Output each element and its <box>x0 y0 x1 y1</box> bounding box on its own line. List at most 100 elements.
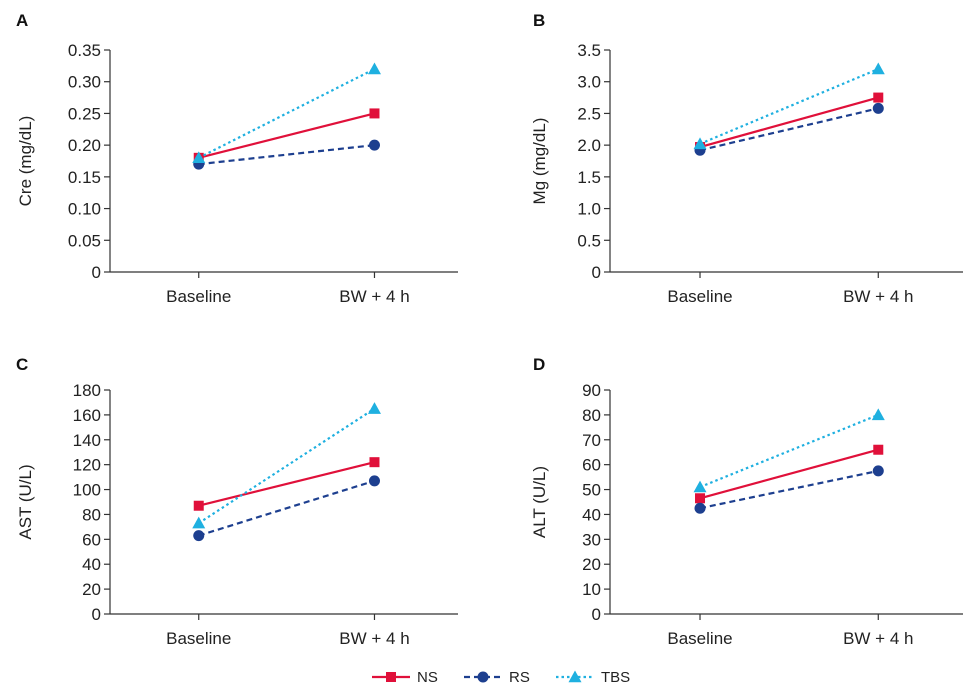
y-tick-label: 2.0 <box>577 136 601 155</box>
y-tick-label: 0.25 <box>68 104 101 123</box>
data-point-rs <box>872 102 884 114</box>
y-tick-label: 80 <box>582 406 601 425</box>
legend-item-rs: RS <box>464 669 530 686</box>
y-tick-label: 0.05 <box>68 231 101 250</box>
data-point-rs <box>368 475 380 487</box>
series-line-rs <box>198 479 375 537</box>
y-tick-label: 10 <box>582 580 601 599</box>
y-tick-label: 140 <box>73 431 101 450</box>
x-tick-label: BW + 4 h <box>843 287 913 306</box>
chart-panel-a: A 0 0.05 0.10 0.15 0.20 0.25 0.30 0.35 Baseline BW… <box>16 11 458 306</box>
data-point-ns <box>695 493 706 504</box>
x-tick-label: Baseline <box>667 287 732 306</box>
y-tick-label: 60 <box>582 456 601 475</box>
legend-marker-tbs <box>568 670 582 683</box>
y-tick-label: 20 <box>82 580 101 599</box>
data-point-ns <box>369 108 380 119</box>
legend-marker-rs <box>477 671 489 683</box>
data-point-tbs <box>693 480 707 493</box>
legend-label: TBS <box>601 669 630 686</box>
x-tick-label: BW + 4 h <box>339 629 409 648</box>
y-tick-label: 1.0 <box>577 200 601 219</box>
y-tick-label: 80 <box>82 505 101 524</box>
legend-marker-ns <box>386 672 396 682</box>
data-point-ns <box>369 457 380 468</box>
data-point-rs <box>193 530 205 542</box>
y-tick-label: 40 <box>82 555 101 574</box>
data-point-ns <box>873 444 884 455</box>
y-tick-label: 40 <box>582 505 601 524</box>
x-tick-label: Baseline <box>166 629 231 648</box>
y-tick-label: 70 <box>582 431 601 450</box>
y-axis-title: Cre (mg/dL) <box>16 116 35 207</box>
data-point-rs <box>368 139 380 151</box>
series-line-tbs <box>198 68 375 159</box>
series-line-ns <box>699 96 879 149</box>
y-tick-label: 3.5 <box>577 41 601 60</box>
y-tick-label: 0.10 <box>68 200 101 219</box>
series-line-ns <box>699 448 879 500</box>
y-tick-label: 0 <box>92 263 101 282</box>
y-tick-label: 1.5 <box>577 168 601 187</box>
series-line-ns <box>198 461 375 507</box>
legend-item-ns: NS <box>372 669 438 686</box>
y-tick-label: 30 <box>582 530 601 549</box>
data-point-rs <box>694 502 706 514</box>
y-tick-label: 180 <box>73 381 101 400</box>
series-line-ns <box>198 112 375 159</box>
y-tick-label: 60 <box>82 530 101 549</box>
panel-letter: D <box>533 355 545 374</box>
data-point-tbs <box>192 516 206 529</box>
y-tick-label: 0.5 <box>577 231 601 250</box>
y-tick-label: 0 <box>592 263 601 282</box>
data-point-tbs <box>192 151 206 164</box>
y-tick-label: 0.20 <box>68 136 101 155</box>
series-line-tbs <box>198 407 376 525</box>
series-line-rs <box>699 107 879 152</box>
y-tick-label: 0 <box>92 605 101 624</box>
y-tick-label: 0.35 <box>68 41 101 60</box>
series-line-rs <box>699 469 879 510</box>
chart-panel-c: C 0 20 40 60 80 100 120 140 160 180 Baseline BW + 4 … <box>16 355 458 648</box>
y-tick-label: 20 <box>582 555 601 574</box>
panels: A 0 0.05 0.10 0.15 0.20 0.25 0.30 0.35 Baseline BW… <box>16 11 963 648</box>
y-axis-title: AST (U/L) <box>16 464 35 539</box>
data-point-ns <box>193 500 204 511</box>
legend-label: NS <box>417 669 438 686</box>
y-tick-label: 0.15 <box>68 168 101 187</box>
legend-item-tbs: TBS <box>556 669 630 686</box>
data-point-tbs <box>693 137 707 150</box>
y-tick-label: 100 <box>73 481 101 500</box>
data-point-rs <box>872 465 884 477</box>
data-point-tbs <box>367 62 381 75</box>
y-tick-label: 3.0 <box>577 73 601 92</box>
x-tick-label: Baseline <box>166 287 231 306</box>
legend-label: RS <box>509 669 530 686</box>
chart-panel-d: D 0 10 20 30 40 50 60 70 80 90 Baseline BW + 4 h ALT … <box>530 355 963 648</box>
panel-letter: B <box>533 11 545 30</box>
legend: NS RS TBS <box>372 669 630 686</box>
y-axis-title: Mg (mg/dL) <box>530 118 549 205</box>
y-tick-label: 90 <box>582 381 601 400</box>
y-tick-label: 120 <box>73 456 101 475</box>
data-point-tbs <box>367 402 381 414</box>
y-axis-title: ALT (U/L) <box>530 466 549 538</box>
x-tick-label: BW + 4 h <box>843 629 913 648</box>
y-tick-label: 160 <box>73 406 101 425</box>
y-tick-label: 2.5 <box>577 104 601 123</box>
panel-letter: A <box>16 11 28 30</box>
chart-panel-b: B 0 0.5 1.0 1.5 2.0 2.5 3.0 3.5 Baseline BW + 4 h M… <box>530 11 963 306</box>
series-line-tbs <box>699 68 879 145</box>
panel-letter: C <box>16 355 28 374</box>
data-point-tbs <box>871 408 885 421</box>
y-tick-label: 0.30 <box>68 73 101 92</box>
y-tick-label: 0 <box>592 605 601 624</box>
series-line-tbs <box>699 413 879 489</box>
series-line-rs <box>198 144 375 166</box>
x-tick-label: Baseline <box>667 629 732 648</box>
data-point-ns <box>873 92 884 103</box>
x-tick-label: BW + 4 h <box>339 287 409 306</box>
y-tick-label: 50 <box>582 481 601 500</box>
data-point-tbs <box>871 62 885 75</box>
